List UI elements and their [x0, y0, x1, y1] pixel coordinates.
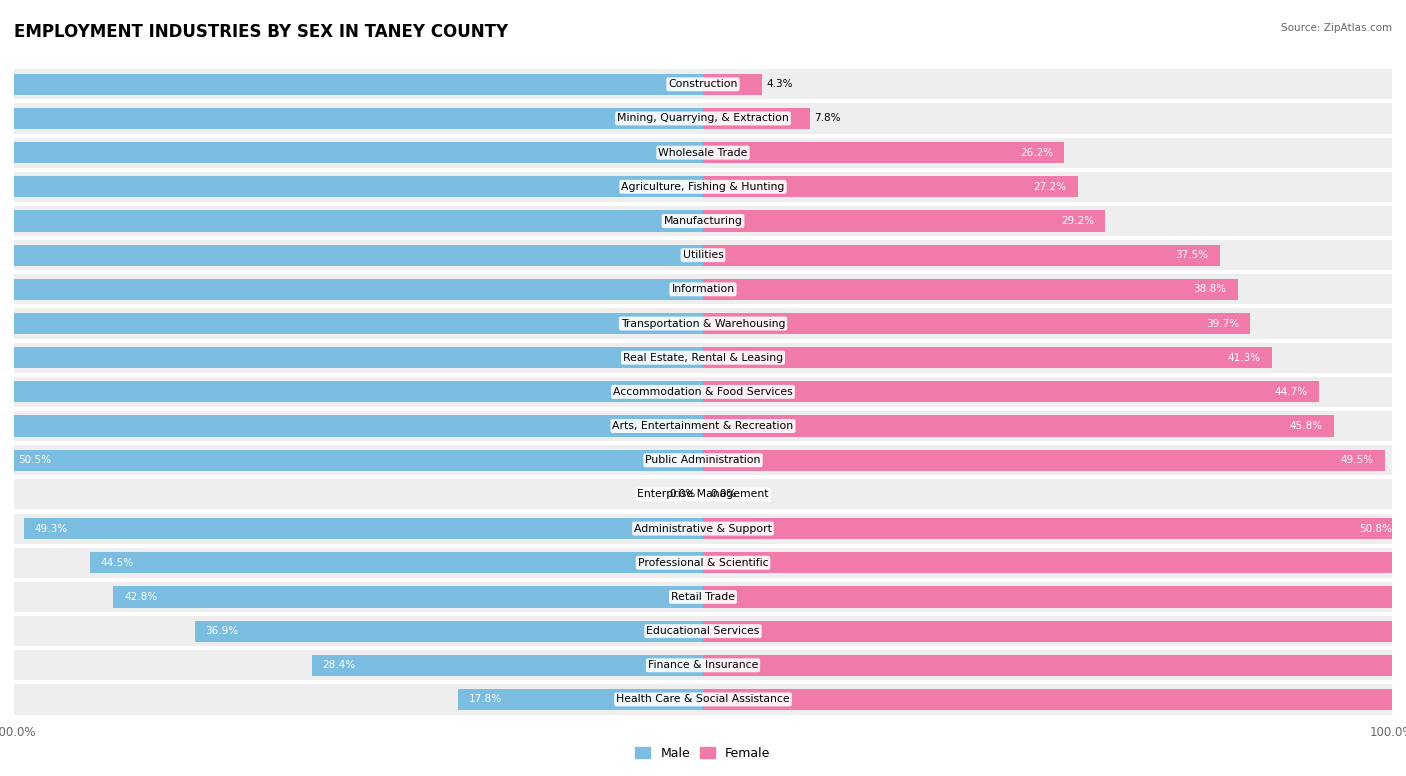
Bar — [0, 108, 703, 129]
Bar — [14, 137, 1392, 168]
Bar — [14, 240, 1392, 270]
Bar — [0, 74, 703, 95]
Text: Information: Information — [672, 284, 734, 294]
Text: Manufacturing: Manufacturing — [664, 216, 742, 226]
Bar — [14, 684, 1392, 715]
Text: Retail Trade: Retail Trade — [671, 592, 735, 602]
Text: 29.2%: 29.2% — [1062, 216, 1094, 226]
Bar — [0, 381, 703, 403]
Bar — [0, 244, 703, 265]
Text: Accommodation & Food Services: Accommodation & Food Services — [613, 387, 793, 397]
Text: Construction: Construction — [668, 79, 738, 89]
Bar — [0, 142, 703, 163]
Bar — [703, 210, 1105, 231]
Text: 17.8%: 17.8% — [468, 695, 502, 705]
Text: 50.8%: 50.8% — [1360, 524, 1392, 534]
Text: Professional & Scientific: Professional & Scientific — [638, 558, 768, 568]
Bar — [14, 582, 1392, 612]
Bar — [703, 449, 1385, 471]
Text: Real Estate, Rental & Leasing: Real Estate, Rental & Leasing — [623, 353, 783, 362]
Text: Transportation & Warehousing: Transportation & Warehousing — [621, 318, 785, 328]
Bar — [0, 415, 703, 437]
Text: 49.3%: 49.3% — [35, 524, 67, 534]
Bar — [14, 514, 1392, 544]
Bar — [14, 69, 1392, 99]
Bar — [703, 176, 1078, 197]
Bar — [14, 103, 1392, 133]
Bar — [14, 274, 1392, 304]
Bar — [703, 553, 1406, 573]
Text: 45.8%: 45.8% — [1289, 421, 1323, 431]
Bar — [0, 279, 703, 300]
Bar — [114, 587, 703, 608]
Bar — [703, 347, 1272, 369]
Text: Finance & Insurance: Finance & Insurance — [648, 660, 758, 670]
Bar — [194, 621, 703, 642]
Bar — [312, 655, 703, 676]
Bar — [703, 279, 1237, 300]
Bar — [703, 655, 1406, 676]
Bar — [703, 689, 1406, 710]
Text: 28.4%: 28.4% — [323, 660, 356, 670]
Bar — [703, 244, 1219, 265]
Text: Wholesale Trade: Wholesale Trade — [658, 147, 748, 158]
Text: 41.3%: 41.3% — [1227, 353, 1261, 362]
Legend: Male, Female: Male, Female — [630, 742, 776, 765]
Text: 0.0%: 0.0% — [669, 490, 696, 500]
Text: 4.3%: 4.3% — [766, 79, 793, 89]
Bar — [7, 449, 703, 471]
Text: Agriculture, Fishing & Hunting: Agriculture, Fishing & Hunting — [621, 182, 785, 192]
Text: 44.7%: 44.7% — [1275, 387, 1308, 397]
Bar — [14, 343, 1392, 372]
Bar — [14, 206, 1392, 236]
Text: Utilities: Utilities — [682, 250, 724, 260]
Text: 38.8%: 38.8% — [1194, 284, 1226, 294]
Bar — [14, 616, 1392, 646]
Text: 27.2%: 27.2% — [1033, 182, 1067, 192]
Bar — [0, 313, 703, 334]
Bar — [14, 309, 1392, 338]
Bar — [0, 347, 703, 369]
Bar — [90, 553, 703, 573]
Text: Public Administration: Public Administration — [645, 456, 761, 466]
Bar — [703, 313, 1250, 334]
Text: 36.9%: 36.9% — [205, 626, 239, 636]
Bar — [14, 650, 1392, 681]
Text: 7.8%: 7.8% — [814, 113, 841, 123]
Text: 50.5%: 50.5% — [18, 456, 51, 466]
Bar — [703, 518, 1403, 539]
Text: Health Care & Social Assistance: Health Care & Social Assistance — [616, 695, 790, 705]
Bar — [0, 176, 703, 197]
Bar — [14, 548, 1392, 578]
Text: 0.0%: 0.0% — [710, 490, 737, 500]
Bar — [24, 518, 703, 539]
Bar — [703, 108, 810, 129]
Text: Administrative & Support: Administrative & Support — [634, 524, 772, 534]
Bar — [0, 210, 703, 231]
Bar — [703, 415, 1334, 437]
Bar — [458, 689, 703, 710]
Text: Arts, Entertainment & Recreation: Arts, Entertainment & Recreation — [613, 421, 793, 431]
Bar — [703, 381, 1319, 403]
Text: Mining, Quarrying, & Extraction: Mining, Quarrying, & Extraction — [617, 113, 789, 123]
Text: Educational Services: Educational Services — [647, 626, 759, 636]
Bar — [14, 171, 1392, 202]
Text: 44.5%: 44.5% — [101, 558, 134, 568]
Bar — [14, 480, 1392, 510]
Text: 39.7%: 39.7% — [1206, 318, 1239, 328]
Text: 42.8%: 42.8% — [124, 592, 157, 602]
Text: EMPLOYMENT INDUSTRIES BY SEX IN TANEY COUNTY: EMPLOYMENT INDUSTRIES BY SEX IN TANEY CO… — [14, 23, 508, 41]
Text: 49.5%: 49.5% — [1341, 456, 1374, 466]
Bar — [703, 142, 1064, 163]
Bar — [14, 377, 1392, 407]
Bar — [14, 445, 1392, 475]
Text: 37.5%: 37.5% — [1175, 250, 1209, 260]
Text: Enterprise Management: Enterprise Management — [637, 490, 769, 500]
Bar — [703, 74, 762, 95]
Text: 26.2%: 26.2% — [1019, 147, 1053, 158]
Text: Source: ZipAtlas.com: Source: ZipAtlas.com — [1281, 23, 1392, 33]
Bar — [703, 587, 1406, 608]
Bar — [14, 411, 1392, 441]
Bar — [703, 621, 1406, 642]
